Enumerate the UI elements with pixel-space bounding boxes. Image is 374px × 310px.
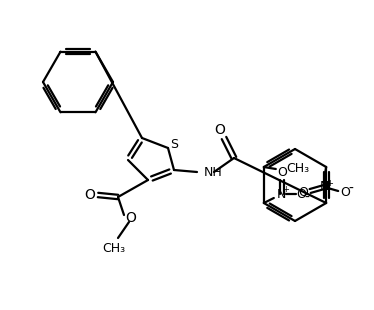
Text: S: S: [170, 138, 178, 150]
Text: N: N: [319, 180, 329, 193]
Text: O: O: [85, 188, 95, 202]
Text: N: N: [277, 188, 286, 201]
Text: +: +: [326, 179, 332, 188]
Text: O: O: [215, 123, 226, 137]
Text: O: O: [298, 187, 308, 200]
Text: +: +: [282, 185, 289, 194]
Text: O: O: [340, 187, 350, 200]
Text: O: O: [126, 211, 137, 225]
Text: O: O: [277, 166, 287, 179]
Text: -: -: [349, 182, 353, 196]
Text: -: -: [304, 191, 309, 205]
Text: CH₃: CH₃: [286, 162, 309, 175]
Text: NH: NH: [204, 166, 223, 179]
Text: CH₃: CH₃: [102, 241, 126, 255]
Text: O: O: [296, 188, 306, 201]
